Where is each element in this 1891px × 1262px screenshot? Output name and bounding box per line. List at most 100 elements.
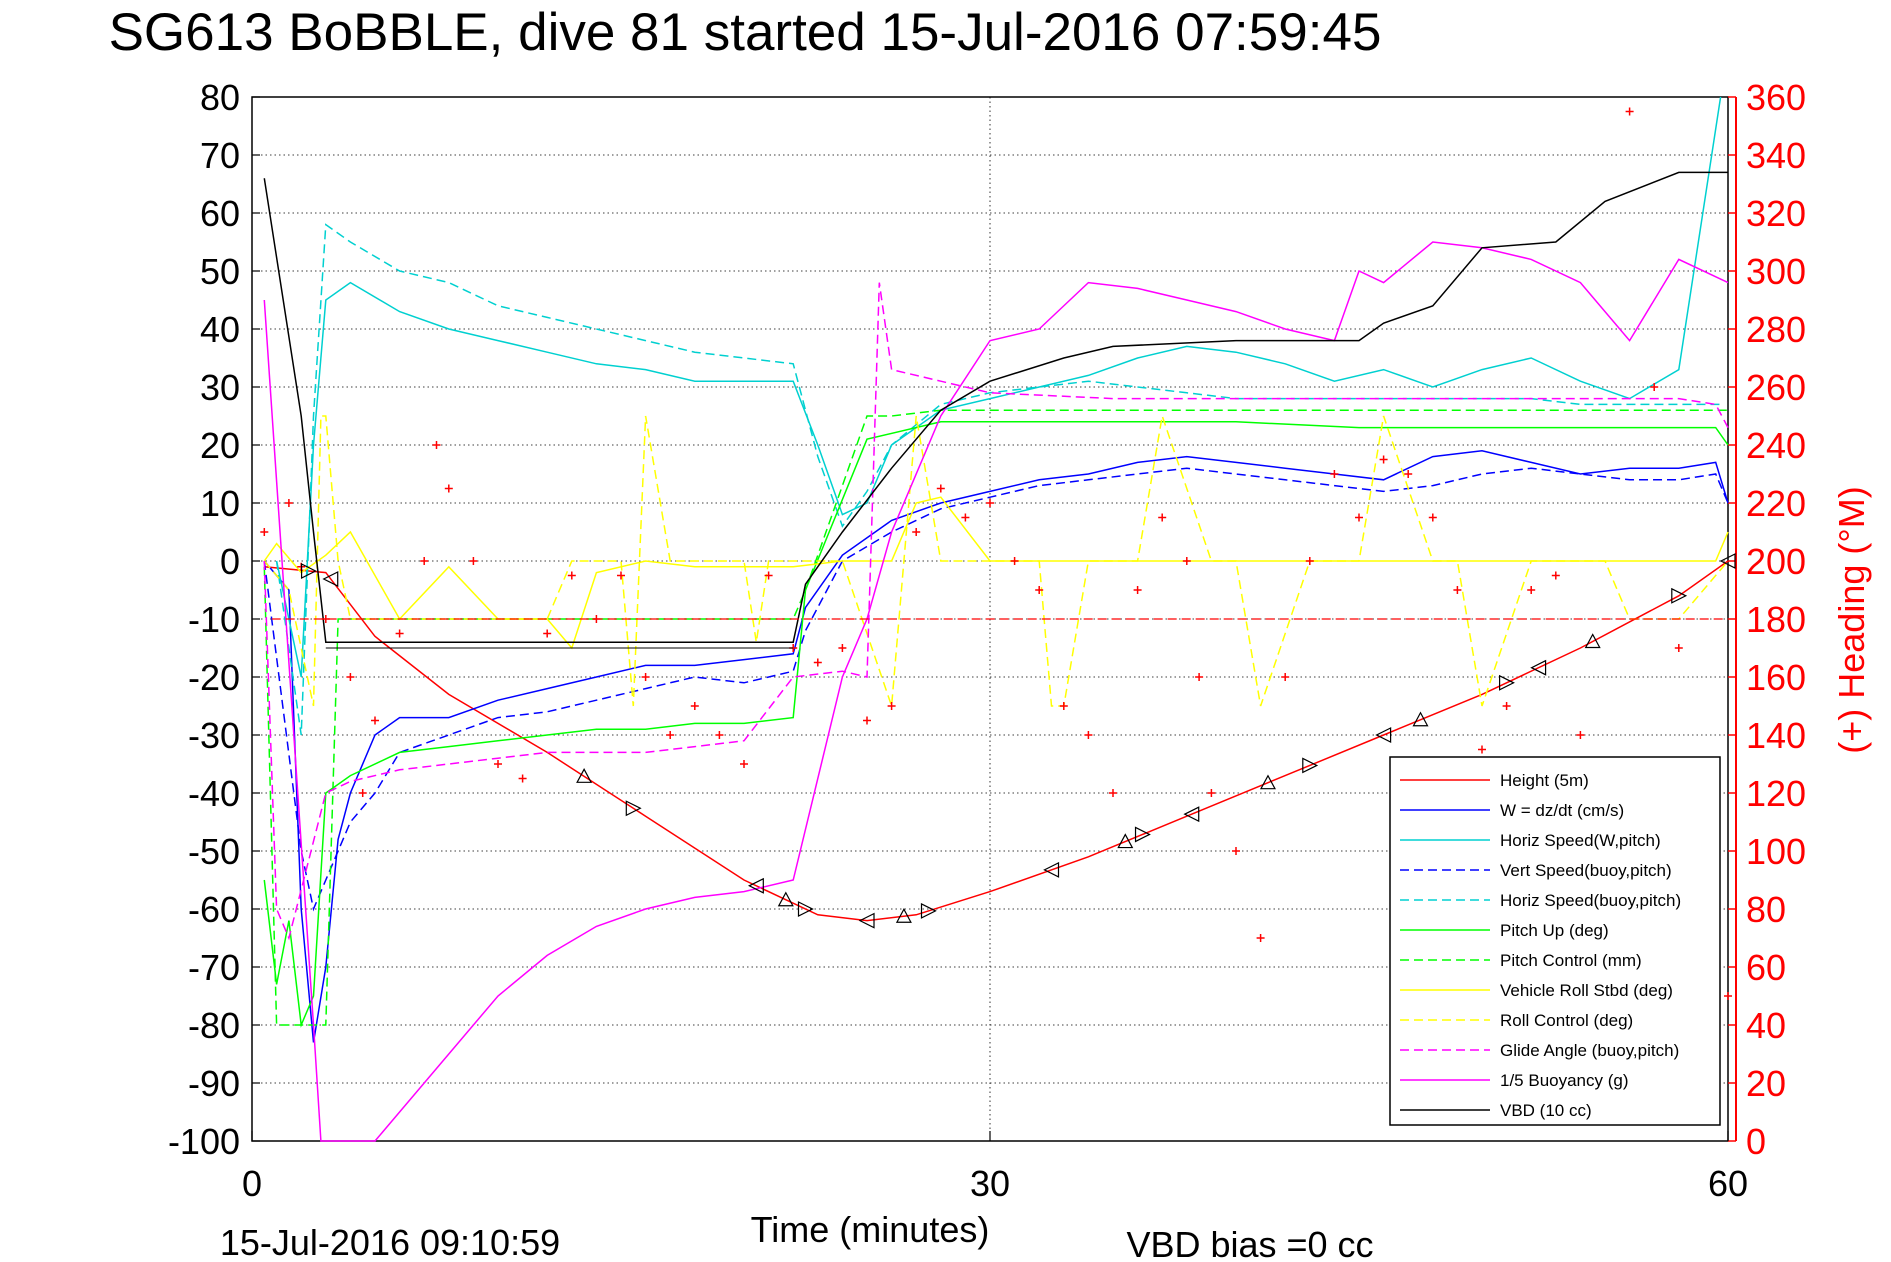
y-tick-label: -80: [188, 1005, 240, 1046]
y2-tick-label: 220: [1746, 483, 1806, 524]
y-tick-label: 40: [200, 309, 240, 350]
heading-point: [1404, 470, 1413, 478]
heading-point: [432, 441, 441, 449]
heading-point: [1379, 455, 1388, 464]
direction-marker: [1302, 757, 1319, 774]
heading-point: [1084, 731, 1093, 739]
y-tick-label: -50: [188, 831, 240, 872]
heading-point: [740, 760, 748, 768]
y2-tick-label: 100: [1746, 831, 1806, 872]
series-line-1-5-buoyancy-g: [263, 241, 1729, 1142]
x-tick-label: 60: [1708, 1163, 1748, 1204]
y-tick-label: 50: [200, 251, 240, 292]
heading-point: [1355, 513, 1363, 522]
legend-label-glide-angle-buoy-pitch: Glide Angle (buoy,pitch): [1500, 1041, 1679, 1060]
heading-point: [1576, 731, 1585, 739]
footer-vbd-bias: VBD bias =0 cc: [1126, 1224, 1373, 1262]
heading-point: [1281, 673, 1290, 681]
y-tick-label: 30: [200, 367, 240, 408]
direction-marker: [895, 907, 912, 923]
heading-point: [358, 789, 367, 797]
y-tick-labels: 80 70 60 50 40 30 20 10 0 -10 -20 -30 -40 -50 -60 -70 -8…: [168, 77, 240, 1162]
y2-tick-label: 320: [1746, 193, 1806, 234]
heading-point: [715, 731, 724, 739]
direction-marker: [1499, 674, 1515, 691]
y2-tick-label: 180: [1746, 599, 1806, 640]
direction-marker: [1134, 826, 1151, 843]
heading-point: [1551, 571, 1560, 580]
heading-point: [617, 571, 625, 580]
legend-label-1-5-buoyancy-g: 1/5 Buoyancy (g): [1500, 1071, 1629, 1090]
heading-point: [936, 484, 945, 493]
heading-point: [690, 702, 699, 710]
heading-point: [1256, 934, 1265, 942]
y2-tick-label: 40: [1746, 1005, 1786, 1046]
heading-point: [494, 760, 502, 768]
heading-point: [912, 528, 921, 536]
legend: Height (5m) W = dz/dt (cm/s) Horiz Speed(W…: [1389, 756, 1721, 1126]
heading-point: [543, 629, 552, 638]
heading-point: [1195, 673, 1204, 681]
direction-marker: [1183, 806, 1200, 823]
direction-marker: [1671, 587, 1688, 604]
heading-point: [1650, 383, 1659, 391]
direction-marker: [858, 912, 875, 929]
heading-point: [1109, 789, 1117, 797]
heading-point: [1035, 586, 1044, 594]
direction-marker: [777, 891, 794, 907]
y2-tick-label: 20: [1746, 1063, 1786, 1104]
direction-marker: [322, 571, 339, 587]
heading-point: [641, 673, 650, 681]
heading-point: [1305, 557, 1314, 565]
direction-marker: [1259, 774, 1276, 790]
legend-label-vbd-10-cc: VBD (10 cc): [1500, 1101, 1592, 1120]
legend-label-height-5m: Height (5m): [1500, 771, 1589, 790]
y2-tick-label: 80: [1746, 889, 1786, 930]
y-tick-label: -60: [188, 889, 240, 930]
heading-point: [518, 774, 527, 783]
y-tick-label: -20: [188, 657, 240, 698]
heading-point: [1527, 586, 1536, 594]
direction-marker: [1117, 833, 1134, 849]
y-tick-label: -30: [188, 715, 240, 756]
y-tick-label: 10: [200, 483, 240, 524]
heading-point: [260, 528, 269, 536]
heading-point: [1207, 789, 1216, 797]
y2-tick-label: 340: [1746, 135, 1806, 176]
heading-point: [1330, 470, 1339, 478]
y-tick-label: -70: [188, 947, 240, 988]
direction-marker: [1412, 711, 1429, 727]
y-tick-label: 80: [200, 77, 240, 118]
heading-point: [863, 716, 871, 725]
heading-point: [1724, 992, 1732, 1000]
y-tick-label: -90: [188, 1063, 240, 1104]
legend-label-vert-speed-buoy-pitch: Vert Speed(buoy,pitch): [1500, 861, 1672, 880]
legend-box: [1389, 756, 1721, 1126]
heading-point: [1232, 847, 1240, 855]
y2-tick-label: 240: [1746, 425, 1806, 466]
direction-marker: [797, 901, 814, 917]
direction-marker: [1043, 861, 1060, 878]
direction-marker: [920, 902, 937, 919]
heading-point: [1010, 557, 1019, 565]
y2-tick-label: 260: [1746, 367, 1806, 408]
legend-label-roll-control-deg: Roll Control (deg): [1500, 1011, 1633, 1030]
y2-tick-labels: 3603403203002802602402202001801601401201…: [1746, 77, 1806, 1162]
y2-tick-label: 120: [1746, 773, 1806, 814]
footer-timestamp: 15-Jul-2016 09:10:59: [220, 1222, 560, 1262]
series-layer: [260, 96, 1732, 1142]
heading-point: [1502, 702, 1511, 710]
heading-point: [346, 673, 355, 681]
heading-point: [1674, 644, 1683, 652]
axis-ticks: [251, 96, 1736, 1142]
x-tick-label: 30: [970, 1163, 1010, 1204]
direction-marker: [300, 563, 317, 579]
heading-point: [1133, 586, 1142, 594]
direction-markers: [300, 553, 1736, 929]
direction-marker: [747, 877, 764, 894]
heading-point: [284, 499, 293, 507]
heading-point: [1158, 513, 1167, 522]
series-line-pitch-up-deg: [263, 421, 1729, 1028]
y2-tick-label: 360: [1746, 77, 1806, 118]
series-line-roll-control-deg: [263, 415, 1729, 707]
